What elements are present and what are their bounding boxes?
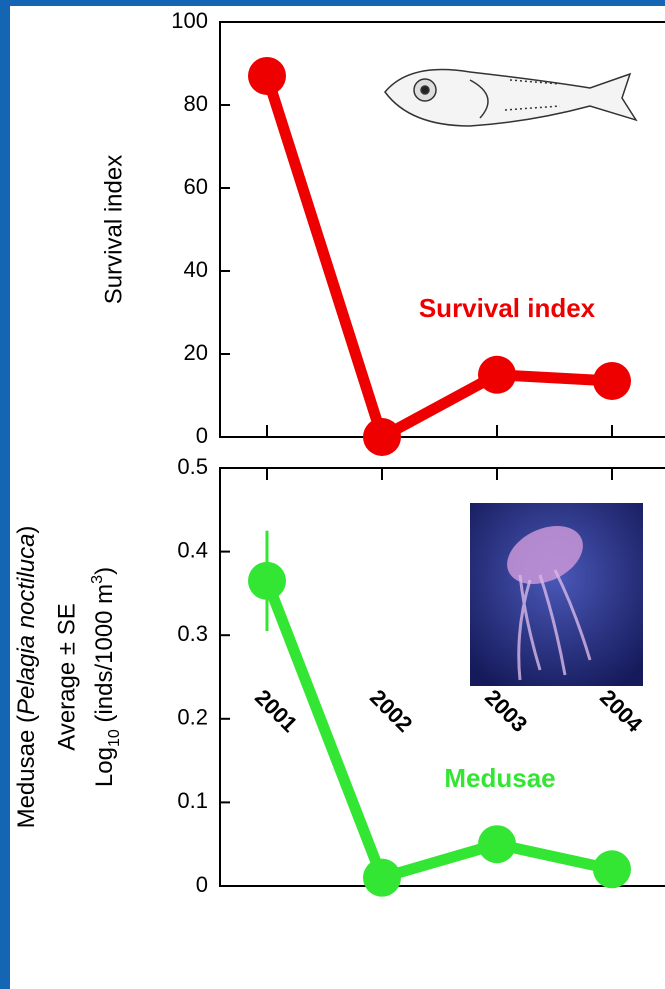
y-tick-label: 0.4 <box>177 537 208 562</box>
y-axis-label-part: (inds/1000 m <box>91 584 118 729</box>
y-tick-label: 0.3 <box>177 621 208 646</box>
data-point <box>593 361 631 400</box>
data-point <box>248 561 286 600</box>
y-axis-label: Survival index <box>100 155 127 304</box>
y-tick-label: 80 <box>184 91 208 116</box>
data-point <box>478 355 516 394</box>
fish-illustration <box>384 68 638 127</box>
background <box>10 6 665 989</box>
y-tick-label: 100 <box>171 8 208 33</box>
annotation: Survival index <box>419 293 596 323</box>
y-axis-label-part: ) <box>91 567 118 575</box>
data-line <box>261 578 614 884</box>
y-tick-label: 0.1 <box>177 788 208 813</box>
y-tick-label: 0 <box>196 423 208 448</box>
data-line <box>261 74 613 443</box>
y-axis-label-part: Log <box>91 747 118 787</box>
data-point <box>593 850 631 889</box>
y-axis-label-part: 10 <box>106 729 123 747</box>
y-tick-label: 40 <box>184 257 208 282</box>
y-tick-label: 60 <box>184 174 208 199</box>
data-point <box>363 858 401 897</box>
y-axis-label-part: Pelagia noctiluca <box>13 534 40 715</box>
axis-frame <box>219 467 665 887</box>
y-axis-label-part: 3 <box>89 575 106 584</box>
y-tick-label: 0 <box>196 872 208 897</box>
y-tick-label: 20 <box>184 340 208 365</box>
data-point <box>478 825 516 864</box>
y-axis-label: Average ± SE <box>53 603 80 750</box>
y-axis-label: Log10 (inds/1000 m3) <box>89 567 123 787</box>
y-axis-label: Medusae (Pelagia noctiluca) <box>13 526 40 829</box>
y-axis-label-part: Medusae ( <box>13 715 40 828</box>
y-tick-label: 0.5 <box>177 454 208 479</box>
annotation: Medusae <box>444 763 555 793</box>
y-axis-label-part: ) <box>13 526 40 534</box>
y-tick-label: 0.2 <box>177 705 208 730</box>
axis-frame <box>219 21 665 438</box>
data-point <box>363 418 401 456</box>
jellyfish-photo <box>470 503 643 686</box>
data-point <box>248 56 286 95</box>
